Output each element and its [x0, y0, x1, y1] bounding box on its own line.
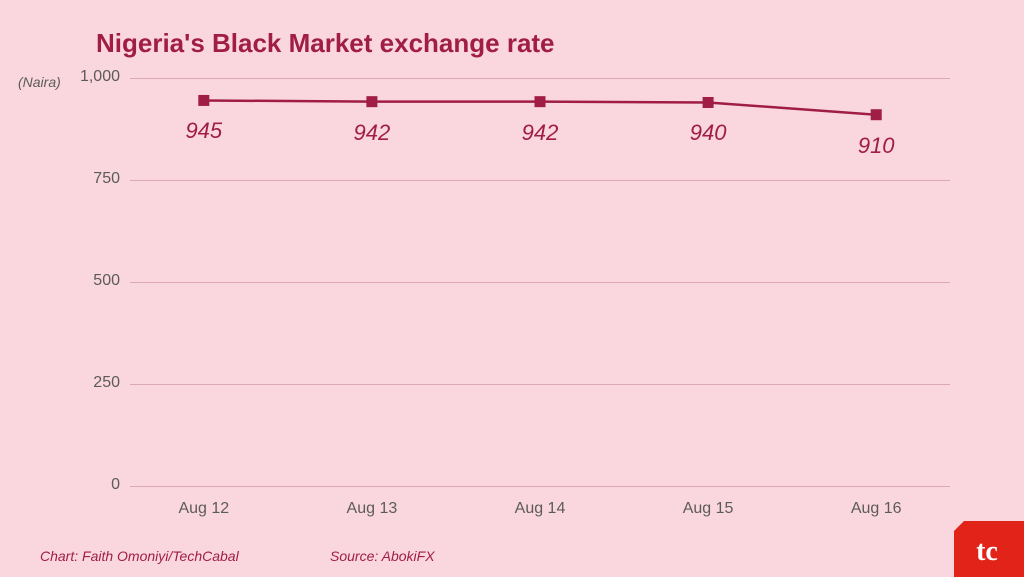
data-label: 940: [668, 120, 748, 146]
y-axis-unit-label: (Naira): [18, 74, 61, 90]
data-marker: [535, 96, 546, 107]
gridline: [130, 282, 950, 283]
techcabal-logo: tc: [954, 521, 1024, 577]
data-label: 942: [500, 120, 580, 146]
gridline: [130, 486, 950, 487]
data-label: 945: [164, 118, 244, 144]
data-label: 910: [836, 133, 916, 159]
x-tick-label: Aug 12: [154, 500, 254, 518]
chart-credit: Chart: Faith Omoniyi/TechCabal: [40, 548, 239, 564]
data-label: 942: [332, 120, 412, 146]
y-tick-label: 500: [60, 272, 120, 290]
y-tick-label: 250: [60, 374, 120, 392]
chart-source: Source: AbokiFX: [330, 548, 435, 564]
y-tick-label: 750: [60, 170, 120, 188]
data-marker: [366, 96, 377, 107]
gridline: [130, 384, 950, 385]
y-tick-label: 0: [60, 476, 120, 494]
y-tick-label: 1,000: [60, 68, 120, 86]
chart-title: Nigeria's Black Market exchange rate: [96, 28, 555, 59]
data-marker: [871, 109, 882, 120]
data-marker: [703, 97, 714, 108]
gridline: [130, 180, 950, 181]
x-tick-label: Aug 15: [658, 500, 758, 518]
gridline: [130, 78, 950, 79]
x-tick-label: Aug 16: [826, 500, 926, 518]
x-tick-label: Aug 13: [322, 500, 422, 518]
x-tick-label: Aug 14: [490, 500, 590, 518]
svg-text:tc: tc: [976, 536, 998, 567]
data-marker: [198, 95, 209, 106]
chart-canvas: Nigeria's Black Market exchange rate (Na…: [0, 0, 1024, 577]
